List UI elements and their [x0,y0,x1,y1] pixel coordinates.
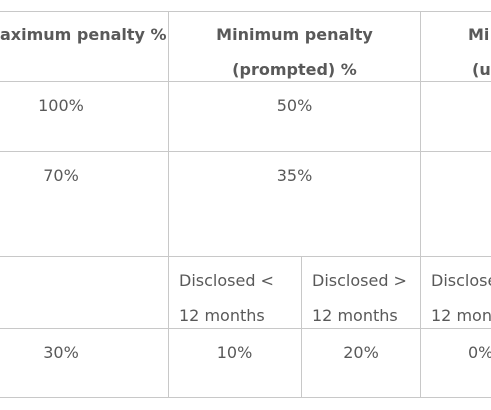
header-minimum-penalty-unprompted-line1: Mi [468,25,490,44]
column-divider [420,11,421,398]
table-border-top [0,11,491,12]
row4-disclosed-unprompted-value: 0% [468,343,491,362]
table-border-bottom [0,397,491,398]
row1-minimum-prompted-value: 50% [276,96,313,115]
row4-disclosed-less-12-value: 10% [216,343,253,362]
header-minimum-penalty-prompted-line2: (prompted) % [232,60,357,79]
row-divider [0,328,491,329]
column-divider [301,256,302,398]
subheader-disclosed-more-12-line2: 12 months [312,306,398,325]
row-divider [0,256,491,257]
subheader-disclosed-unprompted-line1: Disclose [431,271,491,290]
subheader-disclosed-more-12-line1: Disclosed > [312,271,407,290]
row4-disclosed-more-12-value: 20% [343,343,379,362]
header-minimum-penalty-unprompted-line2: (u [472,60,491,79]
row-divider [0,151,491,152]
subheader-disclosed-less-12-line1: Disclosed < [179,271,274,290]
row2-maximum-value: 70% [43,166,79,185]
column-divider [168,11,169,398]
subheader-disclosed-less-12-line2: 12 months [179,306,265,325]
row4-maximum-value: 30% [43,343,79,362]
row1-maximum-value: 100% [38,96,84,115]
header-minimum-penalty-prompted-line1: Minimum penalty [216,25,373,44]
header-maximum-penalty: aximum penalty % [0,25,167,44]
subheader-disclosed-unprompted-line2: 12 mon [431,306,491,325]
row2-minimum-prompted-value: 35% [276,166,313,185]
row-divider [0,81,491,82]
